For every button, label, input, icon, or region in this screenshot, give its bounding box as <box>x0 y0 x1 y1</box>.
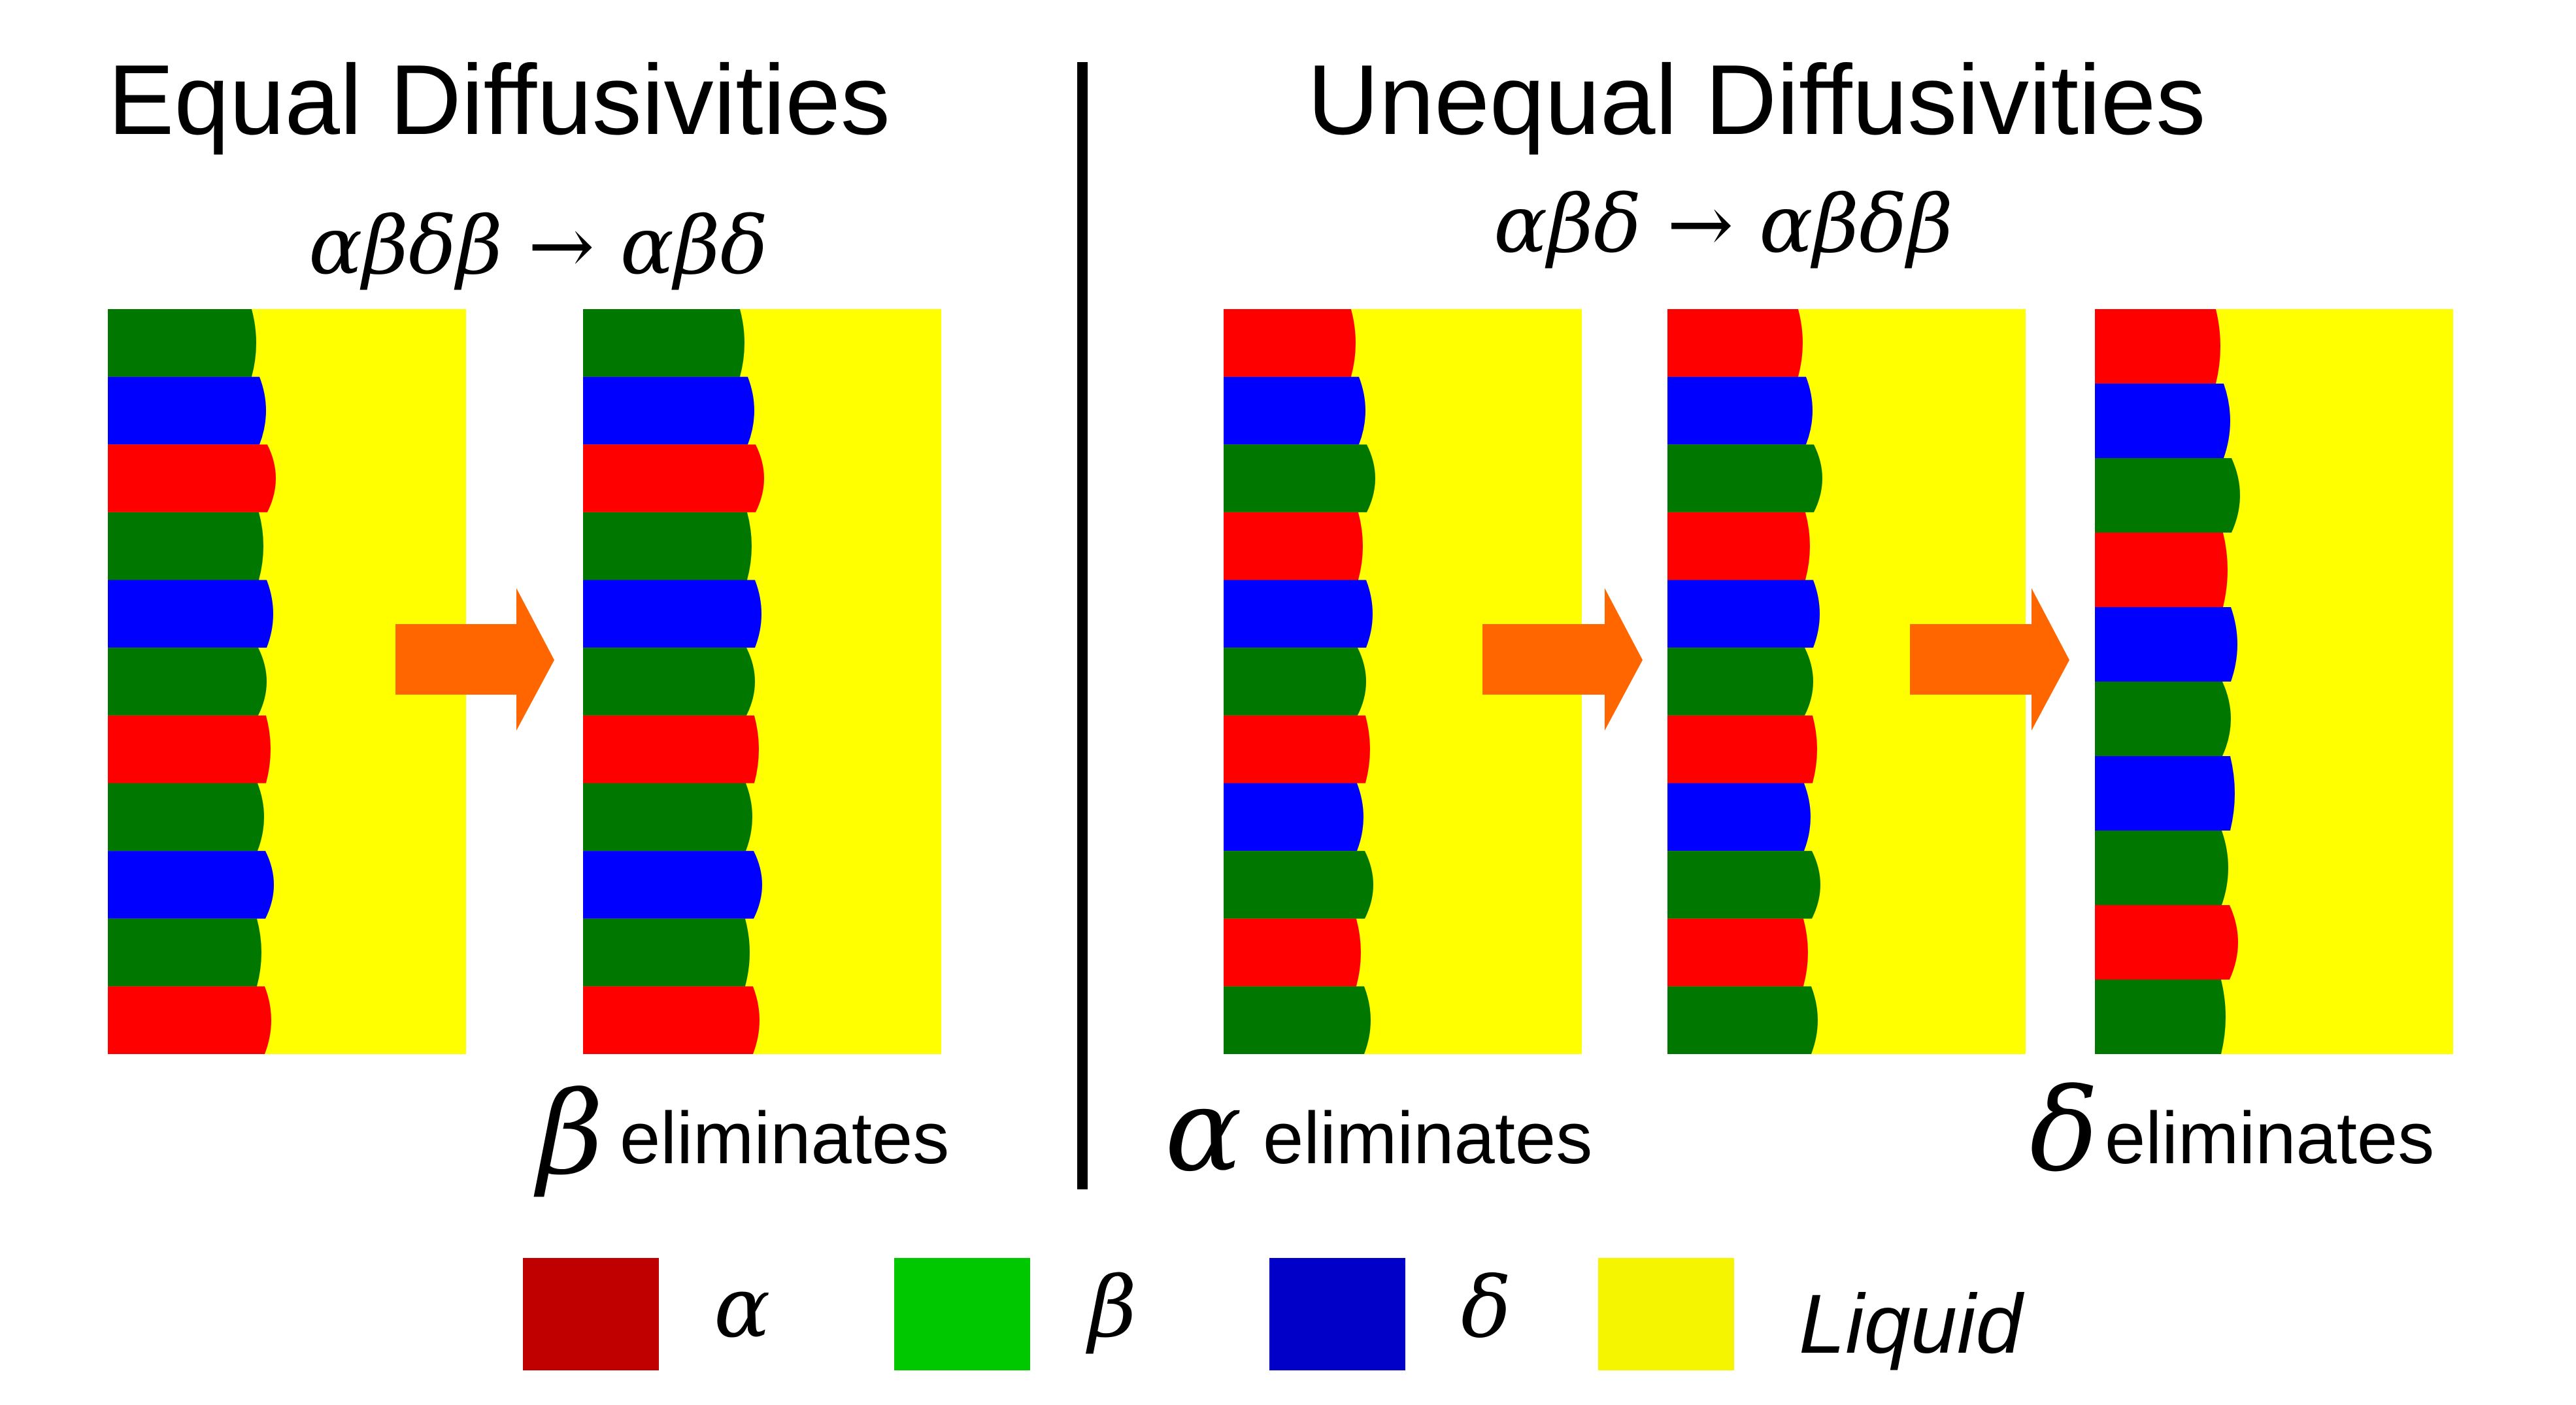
lamella-delta <box>108 376 266 445</box>
arrow-right-icon <box>395 588 554 731</box>
left-title: Equal Diffusivities <box>108 44 890 156</box>
legend-swatch-delta <box>1269 1258 1405 1370</box>
sim-equal-after <box>583 309 941 1054</box>
legend-label-alpha: α <box>714 1259 770 1357</box>
lamella-alpha <box>1667 309 1803 377</box>
lamella-alpha <box>2095 309 2220 384</box>
lamella-beta <box>108 512 263 580</box>
left-transition: αβδβ → αβδ <box>309 199 768 292</box>
lamella-alpha <box>583 715 759 784</box>
beta-symbol: β <box>533 1068 603 1200</box>
sim-unequal-stage-3 <box>2095 309 2453 1054</box>
lamella-beta <box>1224 986 1371 1054</box>
lamella-delta <box>2095 384 2230 458</box>
lamella-delta <box>2095 756 2235 831</box>
lamella-delta <box>1667 783 1811 851</box>
lamella-delta <box>1667 376 1813 445</box>
lamella-beta <box>1667 444 1822 512</box>
lamella-delta <box>1224 580 1373 648</box>
lamella-alpha <box>583 444 764 512</box>
lamella-beta <box>1224 648 1366 716</box>
lamella-alpha <box>1667 918 1808 987</box>
legend-swatch-alpha <box>523 1258 659 1370</box>
legend-label-delta: δ <box>1461 1259 1511 1357</box>
lamella-beta <box>108 648 267 716</box>
lamella-delta <box>108 851 274 919</box>
lamella-beta <box>108 918 261 987</box>
lamella-beta <box>583 783 752 851</box>
lamella-alpha <box>108 715 271 784</box>
lamella-alpha <box>108 444 276 512</box>
lamella-beta <box>583 918 750 987</box>
lamella-beta <box>1224 851 1373 919</box>
lamella-alpha <box>583 986 760 1054</box>
lamella-alpha <box>1667 715 1817 784</box>
lamella-beta <box>2095 458 2240 533</box>
lamella-beta <box>1667 648 1813 716</box>
lamella-beta <box>583 512 752 580</box>
panel-divider <box>1077 62 1088 1189</box>
right-result2-text: eliminates <box>2105 1097 2434 1179</box>
arrow-right-icon <box>1910 588 2069 731</box>
lamella-delta <box>1667 580 1820 648</box>
lamella-alpha <box>1667 512 1810 580</box>
lamella-beta <box>1667 986 1818 1054</box>
right-title: Unequal Diffusivities <box>1307 44 2205 156</box>
delta-symbol: δ <box>2030 1065 2098 1197</box>
lamella-beta <box>108 309 256 377</box>
lamella-beta <box>2095 980 2226 1054</box>
lamella-alpha <box>108 986 271 1054</box>
lamella-alpha <box>1224 309 1356 377</box>
legend-label-beta: β <box>1086 1259 1137 1357</box>
lamella-beta <box>583 648 755 716</box>
legend-swatch-liquid <box>1598 1258 1734 1370</box>
lamella-delta <box>1224 376 1365 445</box>
lamella-delta <box>108 580 273 648</box>
lamella-alpha <box>1224 512 1363 580</box>
lamella-alpha <box>1224 918 1361 987</box>
lamella-alpha <box>2095 905 2238 980</box>
lamella-delta <box>2095 607 2237 682</box>
lamella-alpha <box>2095 533 2228 607</box>
right-result1-text: eliminates <box>1263 1097 1592 1179</box>
right-transition: αβδ → αβδβ <box>1494 178 1953 271</box>
legend-label-liquid: Liquid <box>1799 1278 2024 1371</box>
lamella-beta <box>1667 851 1820 919</box>
lamella-beta <box>2095 831 2228 905</box>
lamella-alpha <box>1224 715 1370 784</box>
lamella-delta <box>583 851 762 919</box>
arrow-right-icon <box>1482 588 1643 731</box>
lamella-delta <box>583 580 761 648</box>
lamella-delta <box>1224 783 1363 851</box>
alpha-symbol: α <box>1165 1065 1242 1197</box>
lamella-beta <box>1224 444 1375 512</box>
lamella-delta <box>583 376 754 445</box>
left-result-text: eliminates <box>620 1097 949 1179</box>
lamella-beta <box>583 309 744 377</box>
legend-swatch-beta <box>894 1258 1030 1370</box>
lamella-beta <box>2095 682 2231 756</box>
lamella-beta <box>108 783 264 851</box>
